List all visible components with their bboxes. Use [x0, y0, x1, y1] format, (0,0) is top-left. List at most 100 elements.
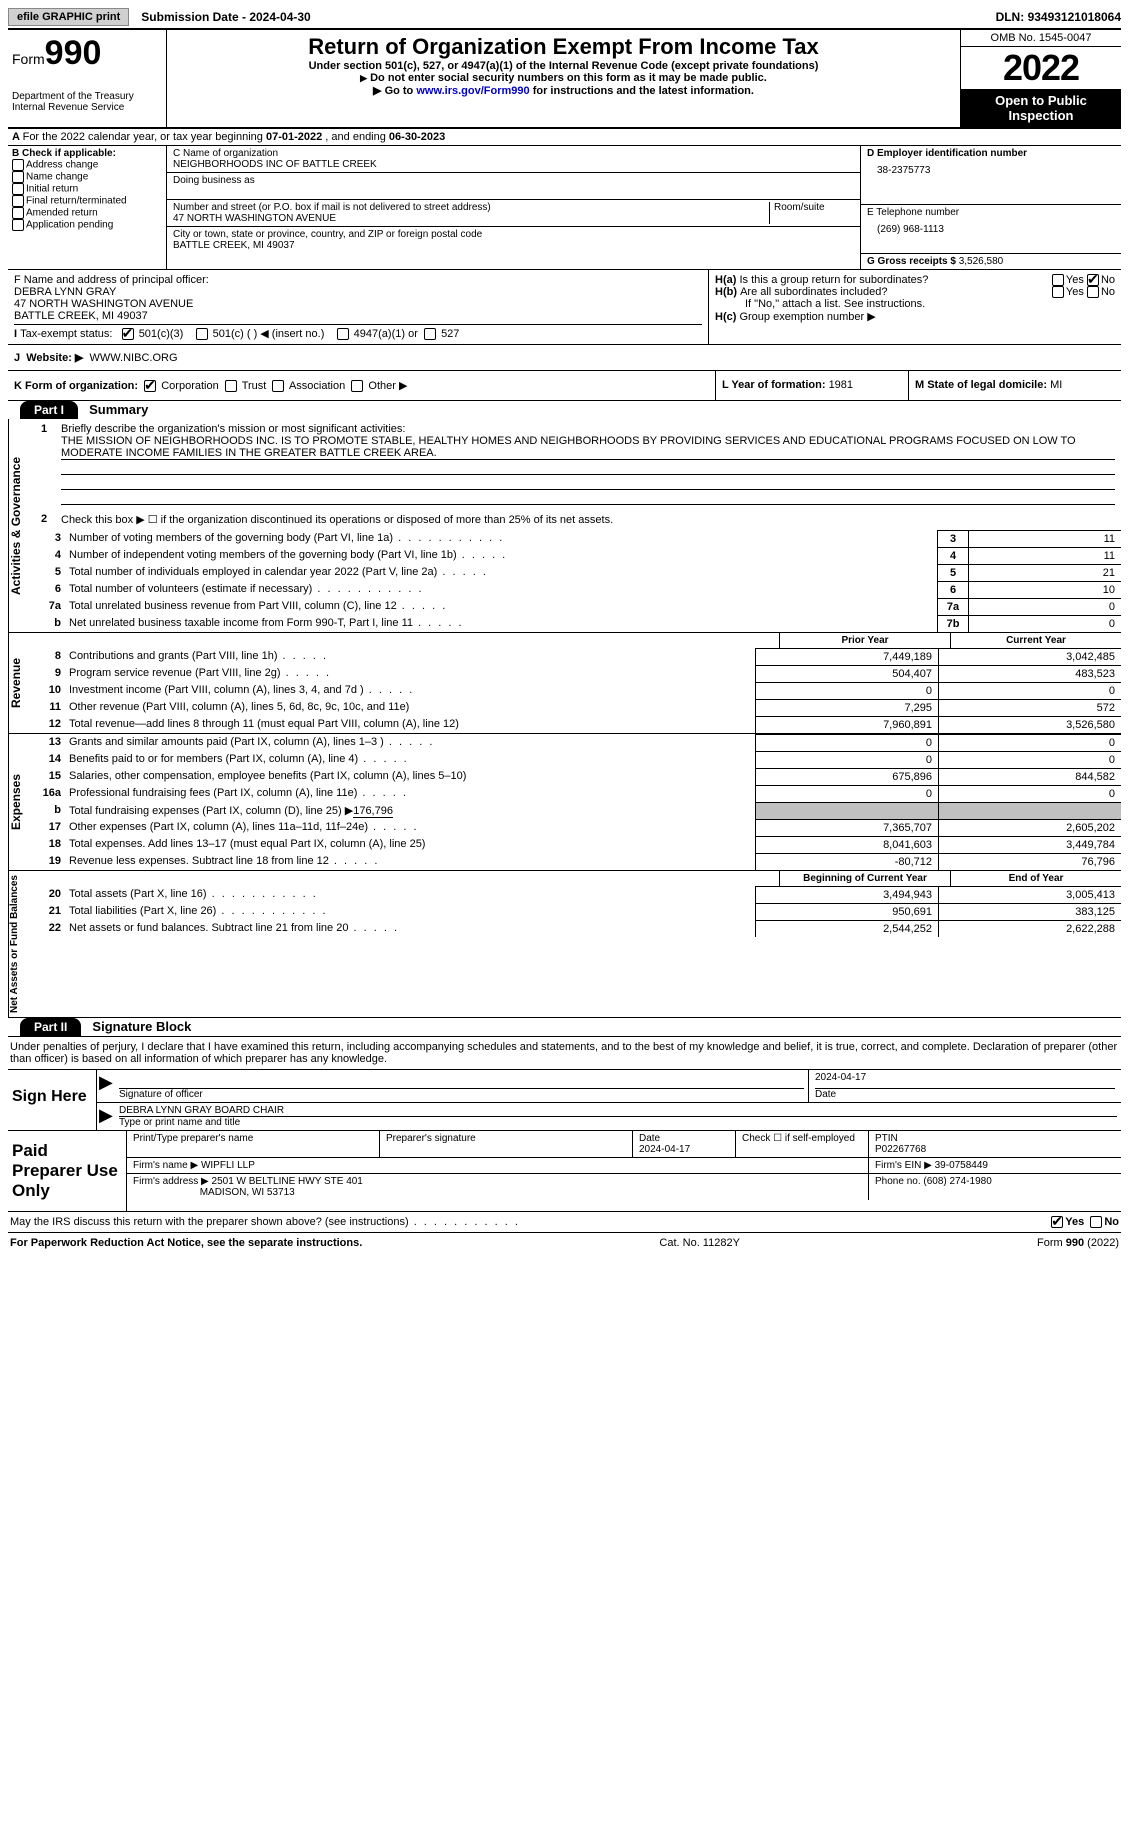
- line-14: 14Benefits paid to or for members (Part …: [33, 751, 1121, 768]
- k-label: K Form of organization:: [14, 380, 138, 392]
- footer: For Paperwork Reduction Act Notice, see …: [8, 1233, 1121, 1253]
- hc-label: Group exemption number ▶: [739, 311, 875, 323]
- line-15: 15Salaries, other compensation, employee…: [33, 768, 1121, 785]
- chk-4947[interactable]: [337, 328, 349, 340]
- hdr-eoy: End of Year: [950, 871, 1121, 886]
- chk-501c3[interactable]: [122, 328, 134, 340]
- hdr-boy: Beginning of Current Year: [779, 871, 950, 886]
- submission-date: Submission Date - 2024-04-30: [133, 8, 318, 26]
- discuss-label: May the IRS discuss this return with the…: [10, 1216, 1051, 1228]
- d-label: D Employer identification number: [867, 148, 1027, 159]
- city-label: City or town, state or province, country…: [173, 229, 854, 240]
- officer-name: DEBRA LYNN GRAY: [14, 286, 702, 298]
- revenue-section: Revenue Prior YearCurrent Year 8Contribu…: [8, 633, 1121, 734]
- sign-block: Sign Here ▶ Signature of officer 2024-04…: [8, 1069, 1121, 1131]
- open-to-public: Open to Public Inspection: [961, 89, 1121, 127]
- hdr-current-year: Current Year: [950, 633, 1121, 648]
- chk-discuss-yes[interactable]: [1051, 1216, 1063, 1228]
- firm-phone: (608) 274-1980: [923, 1176, 991, 1187]
- sec-f: F Name and address of principal officer:…: [8, 270, 708, 344]
- sig-date-value: 2024-04-17: [815, 1072, 1115, 1089]
- chk-app-pending[interactable]: [12, 219, 24, 231]
- sig-date-label: Date: [815, 1089, 1115, 1100]
- form-header: Form990 Department of the Treasury Inter…: [8, 28, 1121, 129]
- sig-type-label: Type or print name and title: [119, 1117, 1117, 1128]
- col-b: B Check if applicable: Address change Na…: [8, 146, 167, 269]
- line-18: 18Total expenses. Add lines 13–17 (must …: [33, 836, 1121, 853]
- website-value: WWW.NIBC.ORG: [90, 352, 178, 364]
- top-bar: efile GRAPHIC print Submission Date - 20…: [8, 8, 1121, 26]
- chk-ha-yes[interactable]: [1052, 274, 1064, 286]
- sec-klm: K Form of organization: Corporation Trus…: [8, 371, 1121, 401]
- firm-addr1: 2501 W BELTLINE HWY STE 401: [212, 1176, 363, 1187]
- street-label: Number and street (or P.O. box if mail i…: [173, 202, 769, 213]
- chk-initial[interactable]: [12, 183, 24, 195]
- section-bcd: B Check if applicable: Address change Na…: [8, 146, 1121, 270]
- net-assets-section: Net Assets or Fund Balances Beginning of…: [8, 871, 1121, 1018]
- chk-hb-yes[interactable]: [1052, 286, 1064, 298]
- irs-link[interactable]: www.irs.gov/Form990: [416, 85, 529, 97]
- chk-address[interactable]: [12, 159, 24, 171]
- line-4: 4Number of independent voting members of…: [33, 547, 1121, 564]
- col-deg: D Employer identification number 38-2375…: [860, 146, 1121, 269]
- chk-corp[interactable]: [144, 380, 156, 392]
- sec-j: J Website: ▶ WWW.NIBC.ORG: [8, 345, 1121, 371]
- side-rev: Revenue: [8, 633, 33, 733]
- form-title: Return of Organization Exempt From Incom…: [171, 34, 956, 60]
- dept-treasury: Department of the Treasury: [12, 91, 162, 102]
- sec-h: H(a) Is this a group return for subordin…: [708, 270, 1121, 344]
- omb-number: OMB No. 1545-0047: [961, 30, 1121, 47]
- officer-city: BATTLE CREEK, MI 49037: [14, 310, 702, 322]
- b-label: B Check if applicable:: [12, 148, 162, 159]
- e-label: E Telephone number: [867, 207, 1115, 218]
- row-a: A For the 2022 calendar year, or tax yea…: [8, 129, 1121, 146]
- chk-trust[interactable]: [225, 380, 237, 392]
- line-10: 10Investment income (Part VIII, column (…: [33, 682, 1121, 699]
- firm-ein-label: Firm's EIN ▶: [875, 1160, 932, 1171]
- paid-preparer-block: Paid Preparer Use Only Print/Type prepar…: [8, 1131, 1121, 1212]
- sig-officer-label: Signature of officer: [119, 1089, 804, 1100]
- firm-addr-label: Firm's address ▶: [133, 1176, 209, 1187]
- sign-here-label: Sign Here: [8, 1070, 96, 1130]
- chk-discuss-no[interactable]: [1090, 1216, 1102, 1228]
- line-5: 5Total number of individuals employed in…: [33, 564, 1121, 581]
- prep-self-label: Check ☐ if self-employed: [736, 1131, 869, 1157]
- chk-527[interactable]: [424, 328, 436, 340]
- part1-header: Part I Summary: [8, 401, 1121, 419]
- sec-k: K Form of organization: Corporation Trus…: [8, 371, 715, 400]
- footer-right: Form 990 (2022): [1037, 1237, 1119, 1249]
- chk-assoc[interactable]: [272, 380, 284, 392]
- chk-final[interactable]: [12, 195, 24, 207]
- chk-hb-no[interactable]: [1087, 286, 1099, 298]
- ptin-label: PTIN: [875, 1133, 898, 1144]
- efile-print-button[interactable]: efile GRAPHIC print: [8, 8, 129, 26]
- hb-label: Are all subordinates included?: [740, 286, 1052, 298]
- chk-ha-no[interactable]: [1087, 274, 1099, 286]
- prep-sig-label: Preparer's signature: [386, 1133, 626, 1144]
- room-label: Room/suite: [769, 202, 854, 224]
- ptin-value: P02267768: [875, 1144, 926, 1155]
- city-value: BATTLE CREEK, MI 49037: [173, 240, 854, 251]
- activities-governance: Activities & Governance 1 Briefly descri…: [8, 419, 1121, 633]
- side-exp: Expenses: [8, 734, 33, 870]
- col-c: C Name of organization NEIGHBORHOODS INC…: [167, 146, 860, 269]
- chk-amended[interactable]: [12, 207, 24, 219]
- chk-501c[interactable]: [196, 328, 208, 340]
- line-17: 17Other expenses (Part IX, column (A), l…: [33, 819, 1121, 836]
- perjury-text: Under penalties of perjury, I declare th…: [8, 1037, 1121, 1069]
- line-13: 13Grants and similar amounts paid (Part …: [33, 734, 1121, 751]
- firm-ein: 39-0758449: [935, 1160, 988, 1171]
- line-16a: 16aProfessional fundraising fees (Part I…: [33, 785, 1121, 802]
- footer-left: For Paperwork Reduction Act Notice, see …: [10, 1237, 362, 1249]
- chk-name[interactable]: [12, 171, 24, 183]
- officer-street: 47 NORTH WASHINGTON AVENUE: [14, 298, 702, 310]
- line-7a: 7aTotal unrelated business revenue from …: [33, 598, 1121, 615]
- c-label: C Name of organization: [173, 148, 854, 159]
- chk-other[interactable]: [351, 380, 363, 392]
- line-6: 6Total number of volunteers (estimate if…: [33, 581, 1121, 598]
- dba-label: Doing business as: [173, 175, 854, 186]
- line-11: 11Other revenue (Part VIII, column (A), …: [33, 699, 1121, 716]
- part2-tab: Part II: [20, 1018, 81, 1036]
- prep-date-value: 2024-04-17: [639, 1144, 690, 1155]
- j-label: Website: ▶: [26, 352, 83, 364]
